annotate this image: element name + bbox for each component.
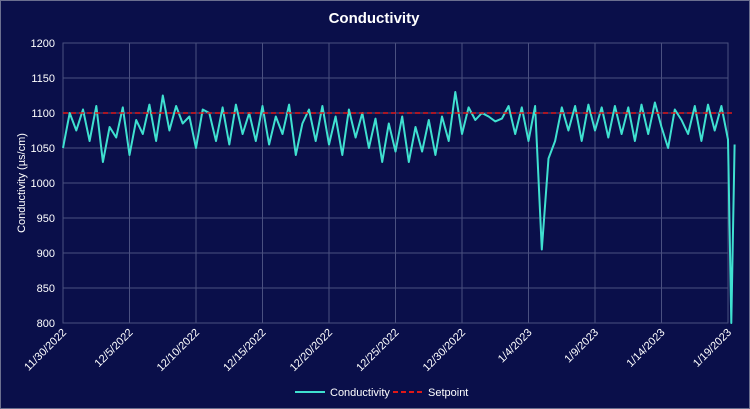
x-tick-label: 1/14/2023 (625, 327, 668, 370)
series-line-conductivity (62, 91, 736, 324)
x-tick-label: 12/20/2022 (288, 327, 335, 374)
legend-label-setpoint: Setpoint (428, 387, 468, 399)
y-tick-label: 800 (37, 318, 55, 330)
x-tick-label: 1/9/2023 (562, 327, 601, 366)
x-tick-label: 1/4/2023 (496, 327, 535, 366)
x-axis-ticks: 11/30/2022 12/5/2022 12/10/2022 12/15/2022 1… (22, 327, 734, 374)
x-tick-label: 1/19/2023 (691, 327, 734, 370)
legend: Conductivity Setpoint (295, 387, 468, 399)
series-group (62, 91, 736, 324)
x-tick-label: 11/30/2022 (22, 327, 69, 374)
x-tick-label: 12/5/2022 (93, 327, 136, 370)
y-axis-label: Conductivity (µs/cm) (16, 133, 28, 233)
y-tick-label: 1100 (31, 108, 55, 120)
y-tick-label: 1150 (31, 73, 55, 85)
y-tick-label: 900 (37, 248, 55, 260)
legend-label-conductivity: Conductivity (330, 387, 390, 399)
y-tick-label: 1200 (31, 38, 55, 50)
y-tick-label: 1050 (31, 143, 55, 155)
x-tick-label: 12/10/2022 (155, 327, 202, 374)
grid-lines (62, 42, 729, 324)
chart-title: Conductivity (328, 10, 420, 27)
x-tick-label: 12/15/2022 (221, 327, 268, 374)
x-tick-label: 12/25/2022 (354, 327, 401, 374)
y-tick-label: 850 (37, 283, 55, 295)
y-axis-ticks: 800 850 900 950 1000 1050 1100 1150 1200 (31, 38, 55, 330)
y-tick-label: 1000 (31, 178, 55, 190)
y-tick-label: 950 (37, 213, 55, 225)
x-tick-label: 12/30/2022 (421, 327, 468, 374)
